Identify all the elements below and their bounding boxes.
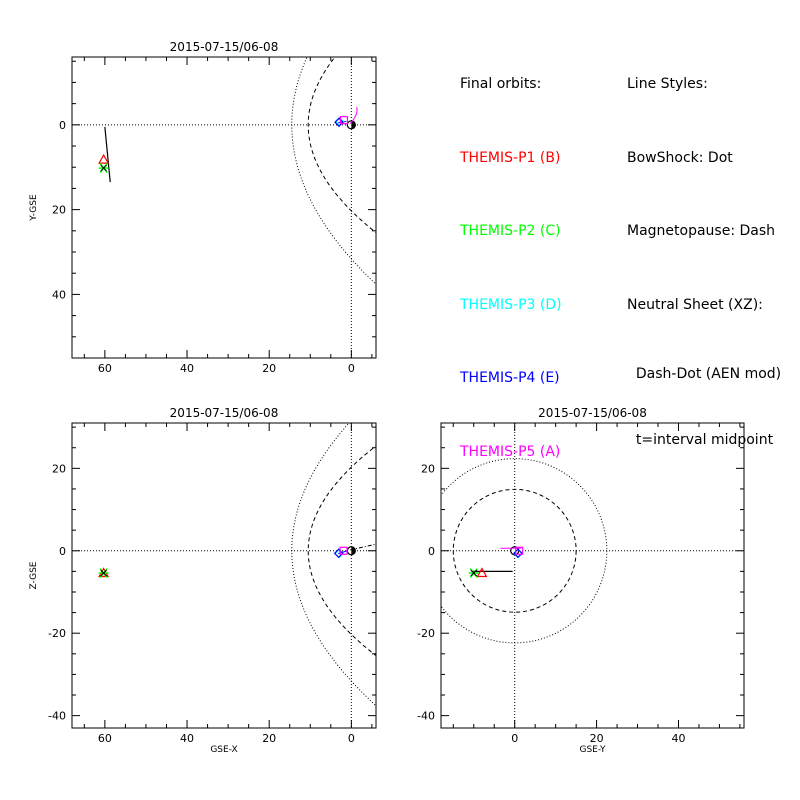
magnetopause-curve <box>307 57 376 234</box>
probe-marker-themis-p5-a <box>515 546 524 555</box>
plot-title: 2015-07-15/06-08 <box>170 406 279 420</box>
probe-marker-themis-p2-c <box>468 568 479 578</box>
y-tick-label: -20 <box>417 627 435 640</box>
probe-marker-themis-p4-e <box>333 548 344 559</box>
asterisk-stroke <box>100 164 107 172</box>
x-tick-label: 0 <box>348 732 355 745</box>
legend-probe-p5: THEMIS-P5 (A) <box>460 443 561 460</box>
plot-title: 2015-07-15/06-08 <box>538 406 647 420</box>
y-tick-label: 20 <box>52 462 66 475</box>
y-tick-label: -40 <box>48 710 66 723</box>
earth-night-side-icon <box>351 546 356 555</box>
line-styles-legend: Line Styles: BowShock: Dot Magnetopause:… <box>627 23 781 474</box>
plot-panel-yz: 2015-07-15/06-08 0 20 40 20 0 -20 -40 GSE-Y <box>417 406 745 755</box>
line-style-dash-dot: Dash-Dot (AEN mod) <box>627 366 782 382</box>
orbits-legend: Final orbits: THEMIS-P1 (B) THEMIS-P2 (C… <box>460 23 562 489</box>
line-styles-title: Line Styles: <box>627 76 708 92</box>
orbits-legend-title: Final orbits: <box>460 76 542 92</box>
x-tick-label: 20 <box>590 732 604 745</box>
orbit-track-p1-p2 <box>104 126 111 183</box>
y-tick-label: 40 <box>52 288 66 301</box>
magnetopause-circle <box>452 488 577 613</box>
bowshock-circle <box>441 458 608 644</box>
plot-panel-xy: 2015-07-15/06-08 60 40 20 0 0 20 40 Y-GSE <box>29 40 377 375</box>
plot-area-xz <box>72 423 376 728</box>
x-tick-label: 0 <box>511 732 518 745</box>
probe-marker-themis-p1-b <box>98 153 110 164</box>
earth-night-side-icon <box>351 120 356 129</box>
x-axis-label: GSE-X <box>210 745 237 755</box>
x-tick-label: 40 <box>180 362 194 375</box>
y-tick-label: 0 <box>428 545 435 558</box>
y-axis-label: Y-GSE <box>29 194 39 222</box>
line-style-magnetopause: Magnetopause: Dash <box>627 223 776 239</box>
plot-area-xy <box>72 57 376 358</box>
probe-marker-themis-p1-b <box>476 567 488 578</box>
legend-probe-p4: THEMIS-P4 (E) <box>460 370 560 386</box>
probe-marker-themis-p2-c <box>98 568 109 578</box>
bowshock-curve <box>291 423 376 707</box>
asterisk-stroke <box>470 569 478 577</box>
probe-marker-themis-p5-a <box>339 546 348 555</box>
y-tick-label: 0 <box>59 119 66 132</box>
line-style-interval: t=interval midpoint <box>627 432 774 448</box>
plot-frame <box>71 56 377 359</box>
x-tick-label: 20 <box>262 362 276 375</box>
probe-marker-themis-p4-e <box>334 117 344 128</box>
plot-frame <box>440 422 745 729</box>
y-tick-label: 20 <box>421 462 435 475</box>
line-style-bowshock: BowShock: Dot <box>627 149 733 166</box>
x-tick-label: 40 <box>671 732 685 745</box>
y-tick-label: 0 <box>59 545 66 558</box>
y-axis-label: Z-GSE <box>29 561 39 589</box>
probe-marker-themis-p2-c <box>98 163 109 174</box>
plot-frame <box>71 422 377 729</box>
x-axis-label: GSE-Y <box>579 745 606 755</box>
x-tick-label: 20 <box>262 732 276 745</box>
asterisk-stroke <box>100 569 107 577</box>
plot-panel-xz: 2015-07-15/06-08 60 40 20 0 20 0 -20 -40 GSE-X Z-G… <box>29 406 377 755</box>
legend-probe-p1: THEMIS-P1 (B) <box>460 149 561 166</box>
y-tick-label: -20 <box>48 627 66 640</box>
bowshock-curve <box>291 57 376 285</box>
line-style-neutral-sheet: Neutral Sheet (XZ): <box>627 296 763 313</box>
x-tick-label: 60 <box>98 732 112 745</box>
probe-marker-themis-p5-a <box>339 116 349 125</box>
plot-area-yz <box>441 423 744 728</box>
x-tick-label: 0 <box>348 362 355 375</box>
legend-probe-p2: THEMIS-P2 (C) <box>460 223 561 239</box>
y-tick-label: -40 <box>417 710 435 723</box>
orbit-track-p5 <box>349 106 358 124</box>
plot-title: 2015-07-15/06-08 <box>170 40 279 54</box>
y-tick-label: 20 <box>52 204 66 217</box>
x-tick-label: 40 <box>180 732 194 745</box>
x-tick-label: 60 <box>98 362 112 375</box>
legend-probe-p3: THEMIS-P3 (D) <box>460 296 562 313</box>
